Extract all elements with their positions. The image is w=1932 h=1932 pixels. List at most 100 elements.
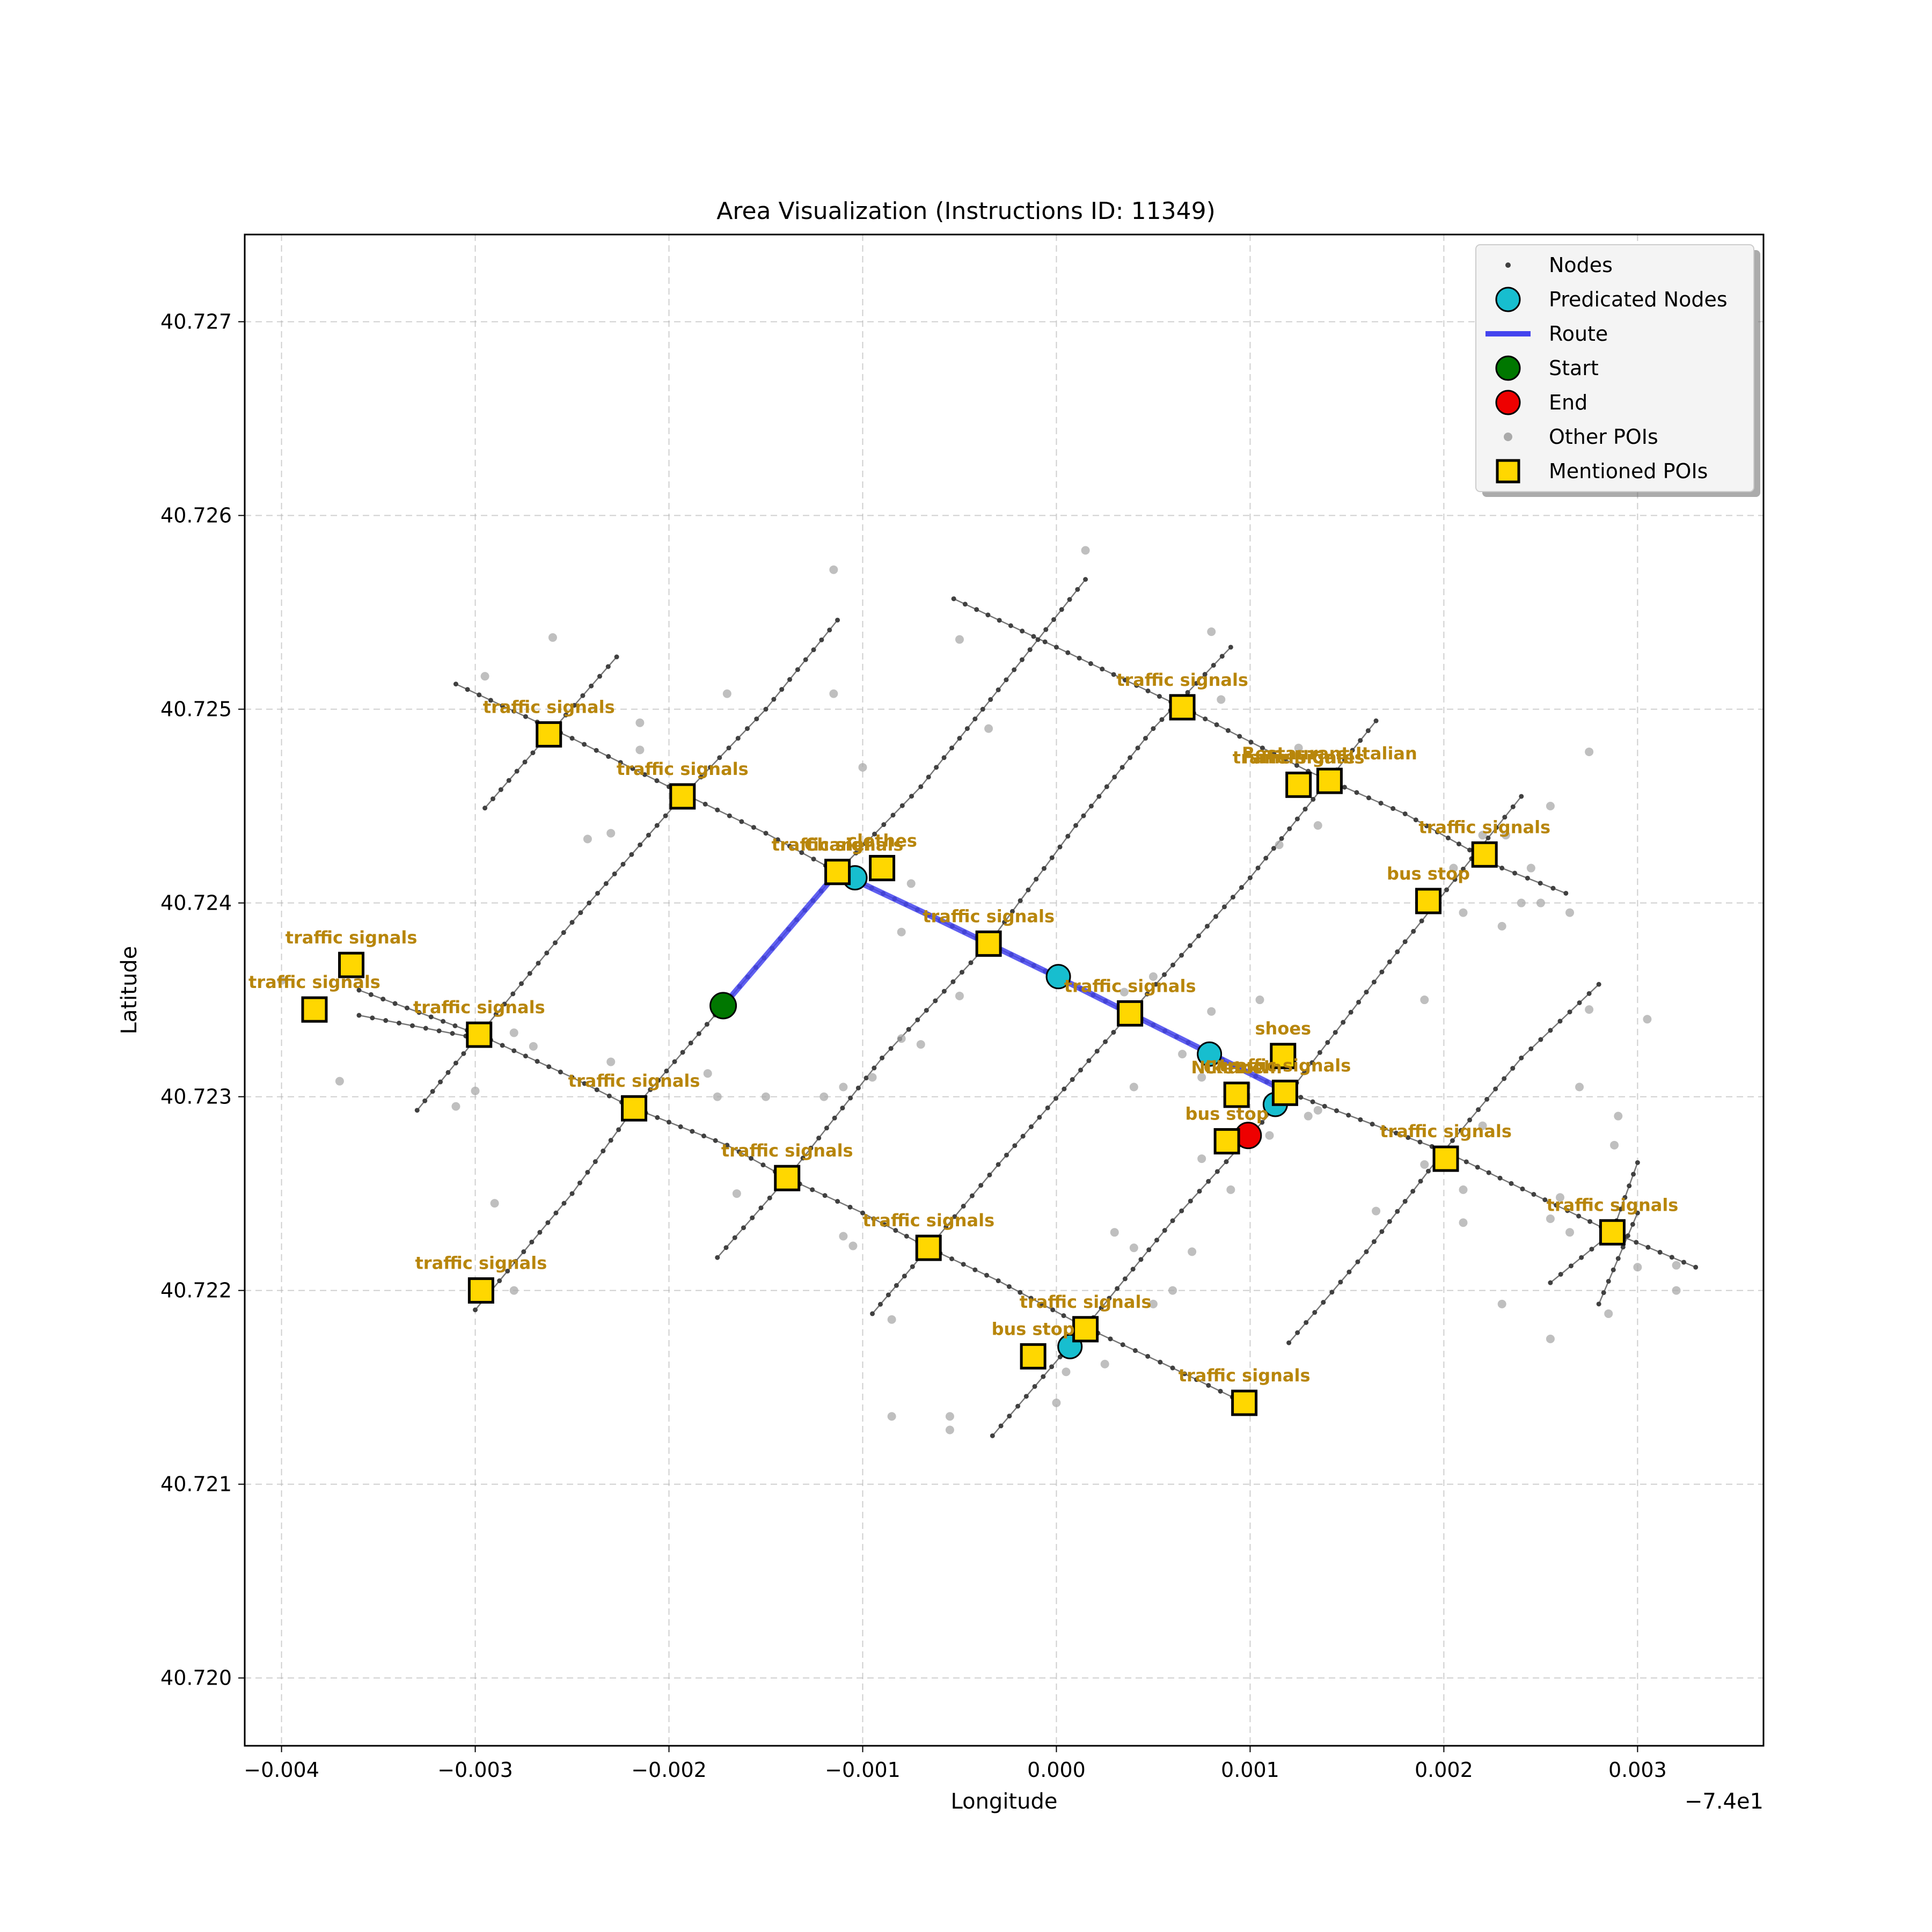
street-node (1170, 1365, 1175, 1371)
street-node (1410, 1189, 1416, 1194)
mentioned-poi-marker (621, 1095, 648, 1122)
y-tick-label: 40.723 (160, 1085, 232, 1109)
street-node (1034, 876, 1039, 882)
street-node (902, 1274, 907, 1279)
street-node (941, 989, 947, 994)
mentioned-poi-marker (1213, 1128, 1240, 1155)
street-node (1321, 1300, 1326, 1305)
street-node (1049, 1364, 1055, 1370)
other-poi (1517, 898, 1526, 908)
street-node (606, 1093, 612, 1099)
street-node (1444, 887, 1450, 892)
street-node (713, 1138, 718, 1143)
street-node (827, 627, 832, 633)
street-node (1558, 1272, 1563, 1277)
other-poi (819, 1092, 829, 1101)
street-node (1027, 647, 1033, 653)
other-poi (1148, 1299, 1158, 1308)
other-poi (509, 1286, 518, 1295)
mentioned-poi-marker (669, 783, 696, 810)
other-poi (848, 1241, 858, 1250)
street-node (1263, 855, 1269, 861)
street-node (952, 1214, 957, 1219)
street-node (605, 664, 611, 669)
street-node (926, 774, 931, 780)
street-node (1373, 718, 1379, 723)
street-node (1630, 1221, 1635, 1227)
street-node (1419, 918, 1424, 924)
other-poi (1148, 972, 1158, 981)
other-poi (1110, 1228, 1119, 1237)
street-node (561, 930, 566, 935)
street-node (760, 1162, 766, 1168)
street-node (1550, 885, 1556, 891)
street-node (416, 1010, 422, 1015)
street-node (998, 1423, 1004, 1429)
street-node (1669, 1255, 1674, 1260)
street-node (862, 841, 868, 846)
mentioned-poi-marker (1270, 1043, 1297, 1070)
street-node (1012, 667, 1017, 672)
x-tick-label: 0.002 (1415, 1758, 1473, 1782)
street-node (1520, 1186, 1525, 1191)
other-poi (1207, 627, 1216, 636)
y-tick-label: 40.724 (160, 891, 232, 915)
street-node (941, 755, 947, 760)
street-node (811, 857, 816, 862)
street-node (1365, 728, 1371, 733)
street-node (951, 596, 956, 602)
street-node (1620, 1245, 1626, 1250)
street-node (1271, 751, 1277, 757)
street-node (1379, 969, 1385, 975)
street-node (514, 769, 519, 774)
x-tick-label: 0.003 (1608, 1758, 1667, 1782)
street-node (736, 1149, 742, 1154)
street-node (1378, 801, 1384, 806)
street-node (1111, 1030, 1116, 1035)
street-node (569, 736, 575, 741)
street-node (1499, 866, 1505, 871)
mentioned-poi-marker (1316, 767, 1343, 794)
street-node (1162, 1228, 1167, 1233)
other-poi (1526, 863, 1535, 873)
street-node (717, 755, 722, 760)
legend-label: End (1549, 391, 1587, 414)
street-node (767, 1195, 772, 1201)
street-node (1476, 1107, 1481, 1113)
other-poi (858, 763, 867, 772)
street-node (1589, 1247, 1594, 1252)
other-poi (1275, 840, 1284, 850)
poi-label: traffic signals (862, 1210, 994, 1231)
street-node (1188, 943, 1193, 948)
street-node (521, 1249, 526, 1254)
poi-label: traffic signals (1116, 670, 1248, 690)
street-node (1587, 1219, 1593, 1224)
street-node (473, 1307, 478, 1313)
street-node (616, 1127, 621, 1132)
other-poi (1585, 747, 1594, 756)
street-node (1196, 933, 1202, 939)
street-node (1107, 1296, 1112, 1301)
predicated-nodes (709, 865, 1288, 1359)
street-node (1158, 1359, 1163, 1365)
street-node (1061, 1313, 1066, 1319)
poi-label: traffic signals (415, 1253, 547, 1274)
other-poi (1565, 908, 1575, 917)
x-tick-label: 0.001 (1221, 1758, 1279, 1782)
street-node (1009, 909, 1015, 914)
street-node (918, 784, 924, 789)
street-node (1565, 1208, 1570, 1213)
street-node (1018, 898, 1023, 903)
other-poi (1478, 1121, 1487, 1130)
street-node (771, 697, 777, 702)
street-node (1083, 577, 1088, 582)
street-node (553, 940, 558, 946)
street-node (698, 774, 704, 780)
street-node (1179, 1208, 1184, 1213)
street-node (356, 1013, 362, 1018)
street-node (1586, 991, 1592, 996)
street-node (872, 831, 877, 837)
other-poi (897, 1034, 906, 1043)
street-node (535, 1059, 540, 1064)
other-poi (451, 1102, 460, 1111)
